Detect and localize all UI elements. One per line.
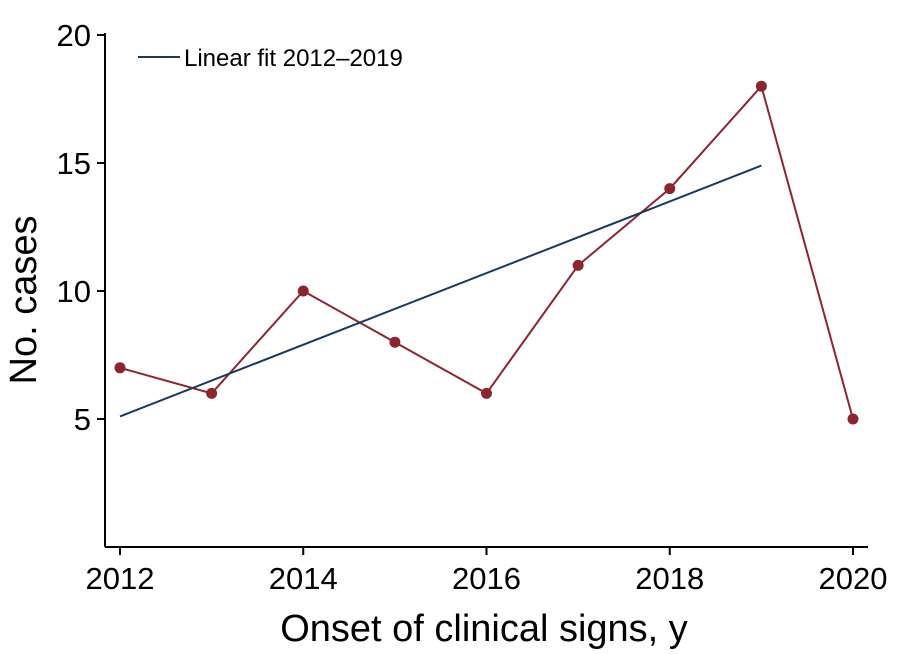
y-tick-label: 15 <box>57 146 91 181</box>
cases-point <box>297 285 309 297</box>
y-tick-label: 10 <box>57 274 91 309</box>
x-tick-label: 2018 <box>635 561 704 596</box>
y-tick-label: 20 <box>57 18 91 53</box>
linear-fit-line <box>119 164 762 418</box>
cases-point <box>755 80 767 92</box>
cases-point <box>847 413 859 425</box>
cases-point <box>481 387 492 399</box>
cases-series-line <box>119 84 854 420</box>
cases-point <box>572 259 584 271</box>
cases-point <box>664 183 676 195</box>
cases-point <box>389 336 401 348</box>
cases-point <box>114 362 126 374</box>
y-tick-label: 5 <box>74 402 91 437</box>
x-tick-label: 2014 <box>269 561 338 596</box>
x-tick-label: 2012 <box>86 561 155 596</box>
legend: Linear fit 2012–2019 <box>138 45 403 72</box>
legend-label-linear-fit: Linear fit 2012–2019 <box>184 45 403 72</box>
series-layer <box>114 80 859 425</box>
y-ticks: 5 10 15 20 <box>57 18 105 437</box>
axes <box>104 33 868 548</box>
x-tick-label: 2016 <box>452 561 521 596</box>
cases-point <box>206 387 218 399</box>
y-axis-title: No. cases <box>3 216 45 385</box>
x-tick-label: 2020 <box>819 561 888 596</box>
x-ticks: 2012 2014 2016 2018 2020 <box>86 547 888 596</box>
x-axis-title: Onset of clinical signs, y <box>280 608 688 650</box>
